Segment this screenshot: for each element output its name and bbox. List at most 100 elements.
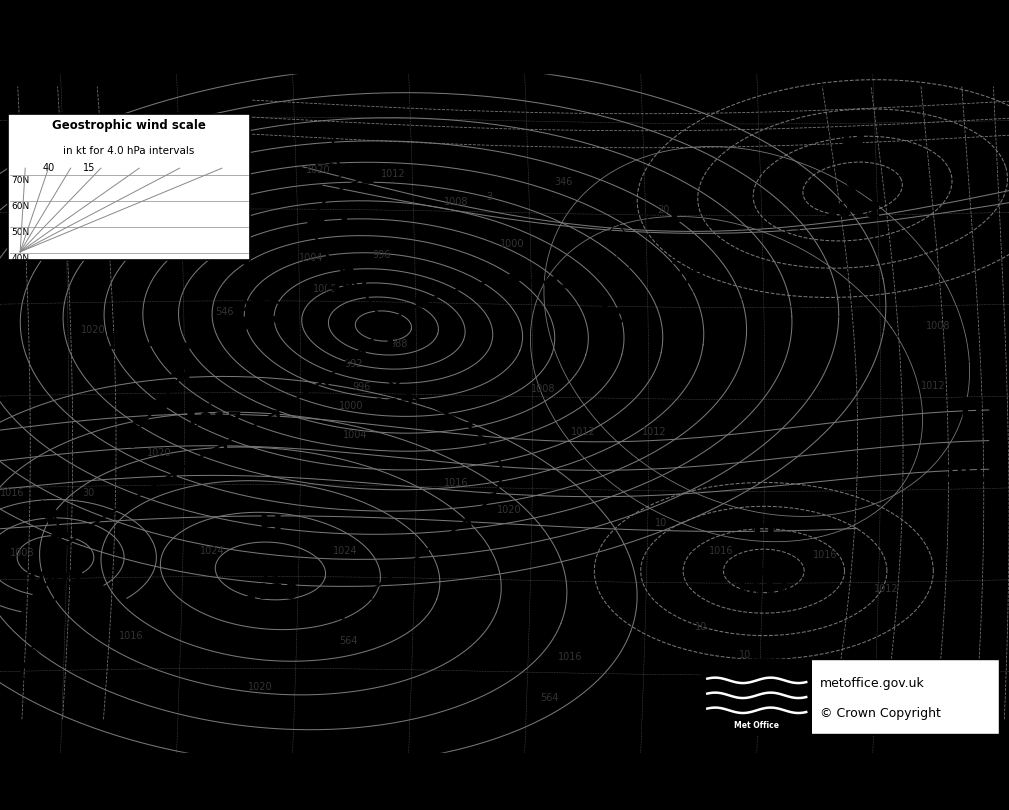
Polygon shape bbox=[54, 595, 64, 600]
Polygon shape bbox=[149, 400, 166, 409]
Polygon shape bbox=[133, 420, 150, 428]
Text: Geostrophic wind scale: Geostrophic wind scale bbox=[52, 119, 206, 132]
Text: 1024: 1024 bbox=[200, 546, 224, 556]
Text: 987: 987 bbox=[326, 279, 370, 299]
Text: 996: 996 bbox=[372, 250, 390, 260]
Text: 10: 10 bbox=[655, 518, 667, 528]
Polygon shape bbox=[269, 295, 276, 301]
Text: 20: 20 bbox=[658, 206, 670, 215]
Text: L: L bbox=[205, 343, 223, 371]
Text: 1020: 1020 bbox=[306, 164, 330, 174]
Polygon shape bbox=[487, 445, 500, 447]
Text: 1004: 1004 bbox=[343, 430, 367, 440]
Polygon shape bbox=[28, 649, 39, 654]
Polygon shape bbox=[333, 154, 344, 160]
Text: 1020: 1020 bbox=[81, 325, 105, 335]
Polygon shape bbox=[463, 422, 475, 426]
Polygon shape bbox=[334, 134, 346, 137]
Text: 1013: 1013 bbox=[942, 465, 1001, 485]
Text: L: L bbox=[240, 248, 258, 275]
Text: Forecast chart (T+00) valid 12 UTC WED 05 JUN 2024: Forecast chart (T+00) valid 12 UTC WED 0… bbox=[10, 54, 347, 64]
Text: 15: 15 bbox=[83, 163, 95, 173]
Text: L: L bbox=[384, 330, 403, 357]
Polygon shape bbox=[426, 402, 437, 406]
Text: 1012: 1012 bbox=[874, 584, 898, 594]
Text: 40N: 40N bbox=[11, 254, 29, 263]
Text: 3: 3 bbox=[486, 192, 492, 202]
Polygon shape bbox=[491, 493, 500, 500]
Text: 1008: 1008 bbox=[531, 384, 555, 394]
Text: L: L bbox=[44, 501, 63, 530]
Text: 10: 10 bbox=[739, 650, 751, 659]
Text: H: H bbox=[121, 265, 145, 292]
Text: 1016: 1016 bbox=[119, 631, 143, 642]
Text: 992: 992 bbox=[344, 359, 362, 369]
Text: 564: 564 bbox=[339, 636, 357, 646]
Polygon shape bbox=[507, 273, 518, 287]
Text: Met Office: Met Office bbox=[735, 721, 779, 730]
Polygon shape bbox=[416, 296, 432, 308]
Text: 30: 30 bbox=[83, 488, 95, 498]
Polygon shape bbox=[40, 621, 51, 627]
Text: L: L bbox=[339, 211, 357, 238]
Text: 1020: 1020 bbox=[147, 448, 172, 458]
Polygon shape bbox=[575, 288, 590, 301]
Text: 1007: 1007 bbox=[649, 269, 707, 289]
Polygon shape bbox=[465, 518, 471, 526]
Polygon shape bbox=[365, 129, 369, 138]
Text: 1012: 1012 bbox=[642, 427, 666, 437]
Text: H: H bbox=[752, 514, 776, 543]
Polygon shape bbox=[274, 410, 279, 420]
Text: 60N: 60N bbox=[11, 202, 29, 211]
Text: 1029: 1029 bbox=[241, 583, 300, 603]
Text: 1024: 1024 bbox=[333, 546, 357, 556]
Text: 1020: 1020 bbox=[497, 505, 522, 514]
Polygon shape bbox=[117, 438, 134, 447]
Text: in kt for 4.0 hPa intervals: in kt for 4.0 hPa intervals bbox=[64, 147, 195, 156]
Text: 1016: 1016 bbox=[0, 488, 24, 498]
Text: metoffice.gov.uk: metoffice.gov.uk bbox=[820, 677, 925, 690]
Polygon shape bbox=[433, 543, 439, 551]
Polygon shape bbox=[498, 469, 512, 472]
Text: 1016: 1016 bbox=[813, 550, 837, 560]
Text: 1019: 1019 bbox=[735, 583, 793, 603]
Polygon shape bbox=[462, 279, 476, 292]
Text: 1024: 1024 bbox=[104, 334, 162, 353]
Polygon shape bbox=[545, 277, 558, 290]
Polygon shape bbox=[322, 378, 329, 387]
Polygon shape bbox=[358, 170, 373, 183]
Text: 1008: 1008 bbox=[444, 197, 468, 207]
Text: 546: 546 bbox=[215, 308, 233, 318]
Polygon shape bbox=[400, 567, 406, 575]
FancyBboxPatch shape bbox=[8, 113, 250, 260]
Text: 1016: 1016 bbox=[444, 478, 468, 488]
Text: 1017: 1017 bbox=[220, 317, 278, 336]
Text: 1020: 1020 bbox=[248, 682, 272, 692]
Text: 70N: 70N bbox=[11, 177, 29, 185]
Text: 1000: 1000 bbox=[339, 401, 363, 411]
Polygon shape bbox=[305, 216, 325, 224]
Polygon shape bbox=[16, 676, 27, 681]
Polygon shape bbox=[339, 615, 345, 622]
Polygon shape bbox=[325, 190, 332, 198]
Text: 50N: 50N bbox=[11, 228, 29, 237]
Text: 10: 10 bbox=[695, 622, 707, 633]
Text: 996: 996 bbox=[352, 382, 370, 392]
Polygon shape bbox=[310, 246, 324, 248]
Polygon shape bbox=[335, 268, 353, 279]
Polygon shape bbox=[359, 347, 366, 356]
Text: 1008: 1008 bbox=[926, 321, 950, 331]
Text: 1016: 1016 bbox=[709, 546, 734, 556]
Polygon shape bbox=[45, 510, 64, 518]
Polygon shape bbox=[84, 528, 90, 537]
Text: H: H bbox=[258, 514, 283, 543]
FancyBboxPatch shape bbox=[701, 659, 812, 734]
Text: 987: 987 bbox=[371, 399, 416, 418]
Text: 1004: 1004 bbox=[299, 253, 323, 263]
Text: 988: 988 bbox=[389, 339, 408, 348]
Text: 1008: 1008 bbox=[10, 548, 34, 557]
Text: 1012: 1012 bbox=[571, 427, 595, 437]
FancyBboxPatch shape bbox=[701, 659, 999, 734]
Polygon shape bbox=[605, 309, 624, 319]
Text: L: L bbox=[669, 200, 687, 228]
